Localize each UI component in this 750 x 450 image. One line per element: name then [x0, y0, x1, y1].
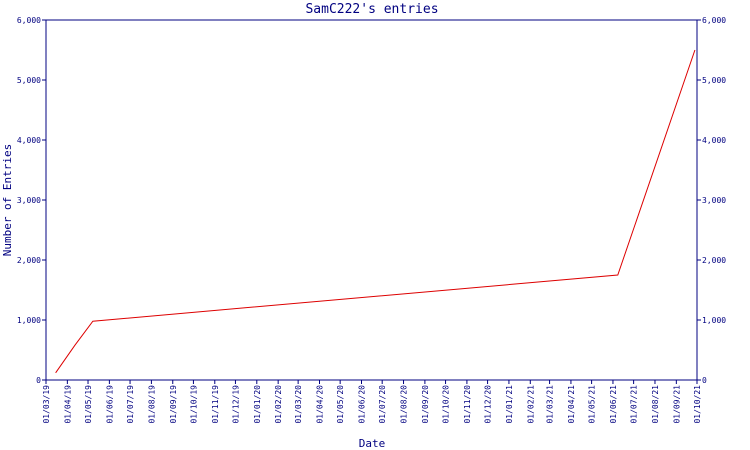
x-tick-label: 01/12/20 [484, 385, 493, 424]
y2-tick-label: 6,000 [702, 16, 726, 25]
y-tick-label: 3,000 [17, 196, 41, 205]
chart-title: SamC222's entries [305, 2, 438, 17]
x-tick-label: 01/03/21 [546, 385, 555, 424]
x-tick-label: 01/09/20 [421, 385, 430, 424]
x-tick-label: 01/08/21 [651, 385, 660, 424]
plot-frame [45, 19, 698, 381]
x-tick-label: 01/02/21 [526, 385, 535, 424]
x-tick-label: 01/04/21 [567, 385, 576, 424]
x-tick-label: 01/11/19 [211, 385, 220, 424]
x-tick-label: 01/06/20 [358, 385, 367, 424]
y-tick-label: 5,000 [17, 76, 41, 85]
x-tick-label: 01/05/19 [84, 385, 93, 424]
y-tick-label: 4,000 [17, 136, 41, 145]
y-tick-label: 2,000 [17, 256, 41, 265]
x-tick-label: 01/07/19 [126, 385, 135, 424]
x-tick-label: 01/10/20 [442, 385, 451, 424]
x-tick-label: 01/11/20 [463, 385, 472, 424]
y2-tick-label: 4,000 [702, 136, 726, 145]
x-tick-label: 01/07/20 [378, 385, 387, 424]
x-tick-label: 01/10/19 [189, 385, 198, 424]
y-tick-label: 1,000 [17, 316, 41, 325]
x-tick-label: 01/01/20 [253, 385, 262, 424]
x-tick-label: 01/05/21 [588, 385, 597, 424]
x-tick-label: 01/08/20 [400, 385, 409, 424]
y2-tick-label: 1,000 [702, 316, 726, 325]
x-tick-label: 01/04/20 [315, 385, 324, 424]
y-axis-label: Number of Entries [1, 144, 14, 257]
x-axis-label: Date [359, 437, 386, 450]
x-tick-label: 01/04/19 [63, 385, 72, 424]
y-tick-label: 6,000 [17, 16, 41, 25]
x-tick-label: 01/09/19 [169, 385, 178, 424]
x-tick-label: 01/06/19 [105, 385, 114, 424]
data-line [55, 49, 696, 374]
y2-tick-label: 0 [702, 376, 707, 385]
x-tick-label: 01/01/21 [505, 385, 514, 424]
x-tick-label: 01/09/21 [672, 385, 681, 424]
x-tick-label: 01/05/20 [336, 385, 345, 424]
x-tick-label: 01/06/21 [609, 385, 618, 424]
y2-tick-label: 2,000 [702, 256, 726, 265]
x-tick-label: 01/10/21 [693, 385, 702, 424]
x-tick-label: 01/03/20 [294, 385, 303, 424]
x-tick-label: 01/08/19 [147, 385, 156, 424]
y2-tick-label: 3,000 [702, 196, 726, 205]
y2-tick-label: 5,000 [702, 76, 726, 85]
x-tick-label: 01/02/20 [274, 385, 283, 424]
y-tick-label: 0 [36, 376, 41, 385]
x-tick-label: 01/07/21 [630, 385, 639, 424]
x-tick-label: 01/12/19 [231, 385, 240, 424]
x-tick-label: 01/03/19 [42, 385, 51, 424]
